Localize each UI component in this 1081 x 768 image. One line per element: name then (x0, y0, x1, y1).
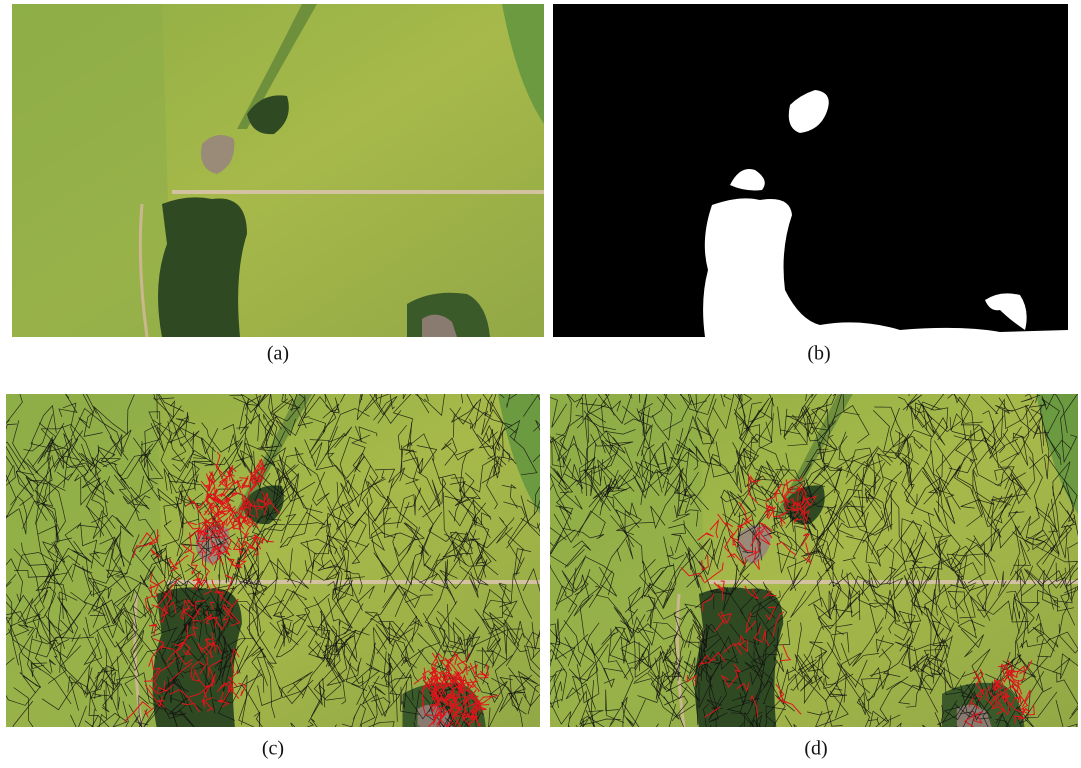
page: (a) (b) (c) (d) (() => { const data = JS… (0, 0, 1081, 763)
panel-a-image (12, 4, 544, 337)
panel-b-image (553, 4, 1068, 337)
caption: (d) (804, 738, 827, 760)
caption: (a) (267, 343, 289, 365)
panel-d-image (522, 329, 1081, 763)
figure: (a) (b) (c) (d) (0, 0, 1081, 763)
panel-c-image (0, 322, 571, 763)
caption: (b) (807, 343, 830, 365)
caption: (c) (262, 738, 284, 760)
